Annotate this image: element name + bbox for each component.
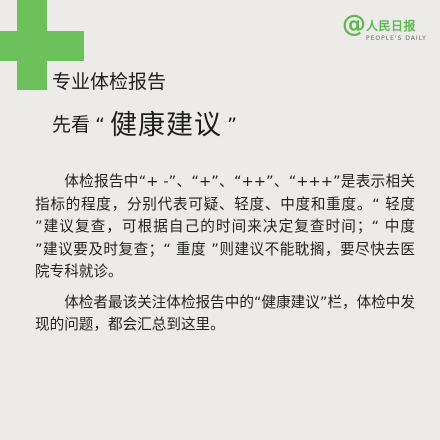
logo-english-name: PEOPLE'S DAILY (366, 35, 427, 42)
title-close-quote: ” (227, 114, 237, 136)
logo-at-symbol: @ (342, 10, 366, 38)
title-line-2-prefix: 先看 (52, 114, 91, 136)
title-line-2: 先看 “ 健康建议 ” (52, 112, 237, 139)
article-body: 体检报告中“+ -”、“+”、“++”、“+++”是表示相关指标的程度，分别代表… (35, 171, 415, 337)
paragraph-severity-levels: 体检报告中“+ -”、“+”、“++”、“+++”是表示相关指标的程度，分别代表… (35, 173, 415, 280)
title-open-quote: “ (95, 114, 105, 136)
paragraph-health-advice: 体检者最该关注体检报告中的“健康建议”栏，体检中发现的问题，都会汇总到这里。 (35, 293, 415, 334)
peoples-daily-logo: @ 人民日报 PEOPLE'S DAILY (342, 10, 432, 49)
medical-cross-icon-bar (0, 31, 84, 61)
title-line-1: 专业体检报告 (52, 71, 167, 93)
logo-name: 人民日报 (366, 19, 417, 33)
title-emphasis: 健康建议 (110, 110, 223, 141)
